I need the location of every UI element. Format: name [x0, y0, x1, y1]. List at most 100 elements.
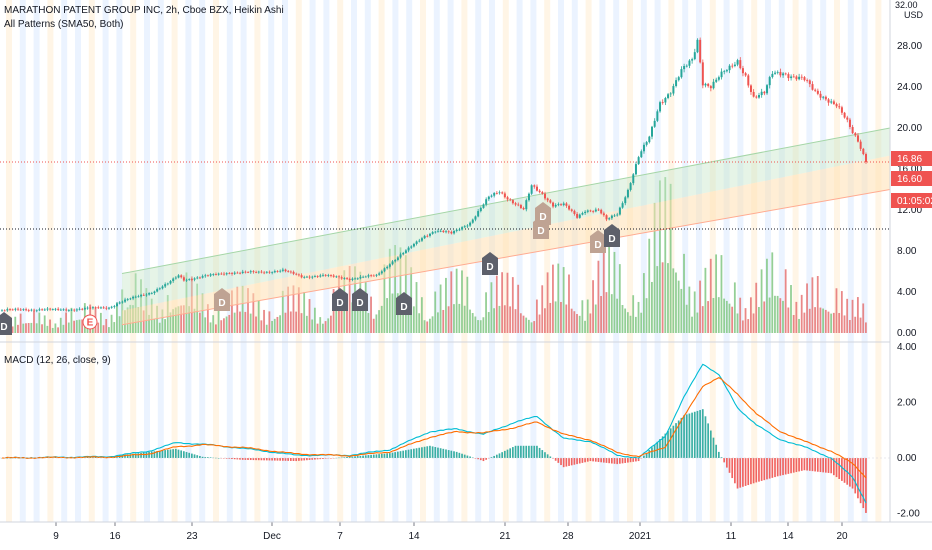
volume-bar: [311, 319, 314, 333]
currency-label[interactable]: USD: [904, 10, 924, 20]
volume-bar: [576, 314, 578, 333]
candle-body: [263, 272, 266, 274]
candle-body: [129, 298, 132, 300]
channel-upper-fill: [122, 128, 890, 311]
price-tick-label: 16.00: [897, 164, 922, 175]
candle-body: [731, 65, 734, 67]
candle-body: [244, 271, 247, 273]
volume-bar: [806, 283, 808, 333]
event-badge-label: E: [87, 318, 94, 329]
symbol-title[interactable]: MARATHON PATENT GROUP INC, 2h, Cboe BZX,…: [4, 5, 284, 16]
volume-bar: [110, 314, 113, 333]
candle-body: [661, 102, 664, 104]
candle-body: [527, 193, 530, 201]
candle-body: [287, 271, 290, 272]
macd-histogram-bar: [161, 450, 164, 458]
macd-histogram-bar: [715, 444, 718, 458]
macd-axis[interactable]: 4.00 2.00 0.00 -2.00: [897, 342, 920, 520]
candle-body: [557, 204, 560, 206]
candle-body: [715, 79, 718, 82]
macd-histogram-bar: [322, 458, 324, 459]
macd-histogram-bar: [338, 457, 340, 459]
candle-body: [562, 203, 565, 206]
macd-histogram-bar: [530, 445, 533, 458]
candle-body: [340, 277, 343, 279]
macd-label[interactable]: MACD (12, 26, close, 9): [4, 355, 111, 366]
candle-body: [602, 213, 605, 216]
price-tick-label: 0.00: [897, 328, 917, 339]
macd-histogram-bar: [300, 458, 303, 461]
session-band: [765, 0, 771, 522]
time-tick-label: 11: [726, 531, 737, 542]
volume-bar: [73, 320, 76, 333]
macd-histogram-bar: [546, 454, 549, 458]
candle-body: [399, 254, 402, 258]
candle-body: [471, 219, 474, 223]
volume-bar: [503, 305, 506, 333]
volume-bar: [701, 306, 704, 333]
volume-bar: [479, 320, 482, 333]
volume-bar: [27, 323, 30, 333]
volume-bar: [538, 314, 541, 333]
macd-histogram-bar: [720, 457, 723, 458]
volume-bar: [632, 295, 635, 333]
volume-bar: [57, 327, 59, 333]
volume-bar: [744, 308, 747, 333]
macd-histogram-bar: [442, 448, 445, 458]
session-band: [268, 0, 275, 522]
candle-body: [38, 309, 41, 311]
volume-bar: [19, 313, 22, 333]
volume-bar: [519, 313, 522, 333]
volume-bar: [67, 322, 70, 333]
candle-body: [565, 203, 568, 206]
macd-tick-label: 0.00: [897, 453, 917, 464]
macd-histogram-bar: [758, 458, 760, 482]
volume-bar: [418, 313, 421, 333]
macd-histogram-bar: [434, 447, 437, 458]
candle-body: [91, 307, 94, 309]
candle-body: [14, 308, 17, 310]
session-band: [309, 0, 316, 522]
candle-body: [362, 276, 365, 278]
price-axis[interactable]: 28.00 24.00 20.00 16.00 12.00 8.00 4.00 0.00: [897, 41, 922, 339]
volume-bar: [289, 311, 292, 333]
macd-histogram-bar: [180, 450, 183, 458]
candle-body: [549, 200, 552, 203]
volume-bar: [651, 281, 653, 333]
volume-bar: [811, 277, 814, 333]
price-tag-box: [891, 193, 932, 208]
volume-bar: [549, 302, 552, 333]
volume-bar: [835, 288, 838, 333]
macd-histogram-bar: [600, 458, 602, 463]
volume-bar: [391, 293, 394, 333]
candle-body: [380, 271, 383, 274]
macd-histogram-bar: [771, 458, 774, 478]
macd-histogram-bar: [544, 452, 546, 458]
volume-bar: [613, 251, 616, 333]
candle-body: [30, 309, 33, 311]
volume-bar: [471, 313, 474, 333]
macd-histogram-bar: [458, 452, 461, 458]
candle-body: [35, 310, 38, 312]
macd-histogram-bar: [493, 455, 495, 458]
session-band: [75, 0, 81, 522]
macd-histogram-bar: [359, 455, 362, 458]
volume-bar: [688, 286, 691, 333]
volume-bar: [656, 266, 659, 333]
candle-body: [27, 310, 30, 312]
indicator-label[interactable]: All Patterns (SMA50, Both): [4, 19, 124, 30]
candle-body: [338, 276, 341, 278]
pattern-badge-label: D: [594, 240, 601, 251]
volume-bar: [148, 314, 150, 333]
volume-bar: [696, 312, 699, 333]
time-tick-label: 9: [53, 531, 59, 542]
volume-bar: [600, 296, 602, 333]
time-axis[interactable]: 9 16 23 Dec 7 14 21 28 2021 11 14 20: [53, 522, 848, 542]
candle-body: [461, 227, 464, 230]
candle-body: [193, 278, 196, 280]
volume-bar: [59, 317, 62, 333]
volume-bar: [458, 303, 461, 333]
macd-histogram-bar: [471, 457, 474, 458]
